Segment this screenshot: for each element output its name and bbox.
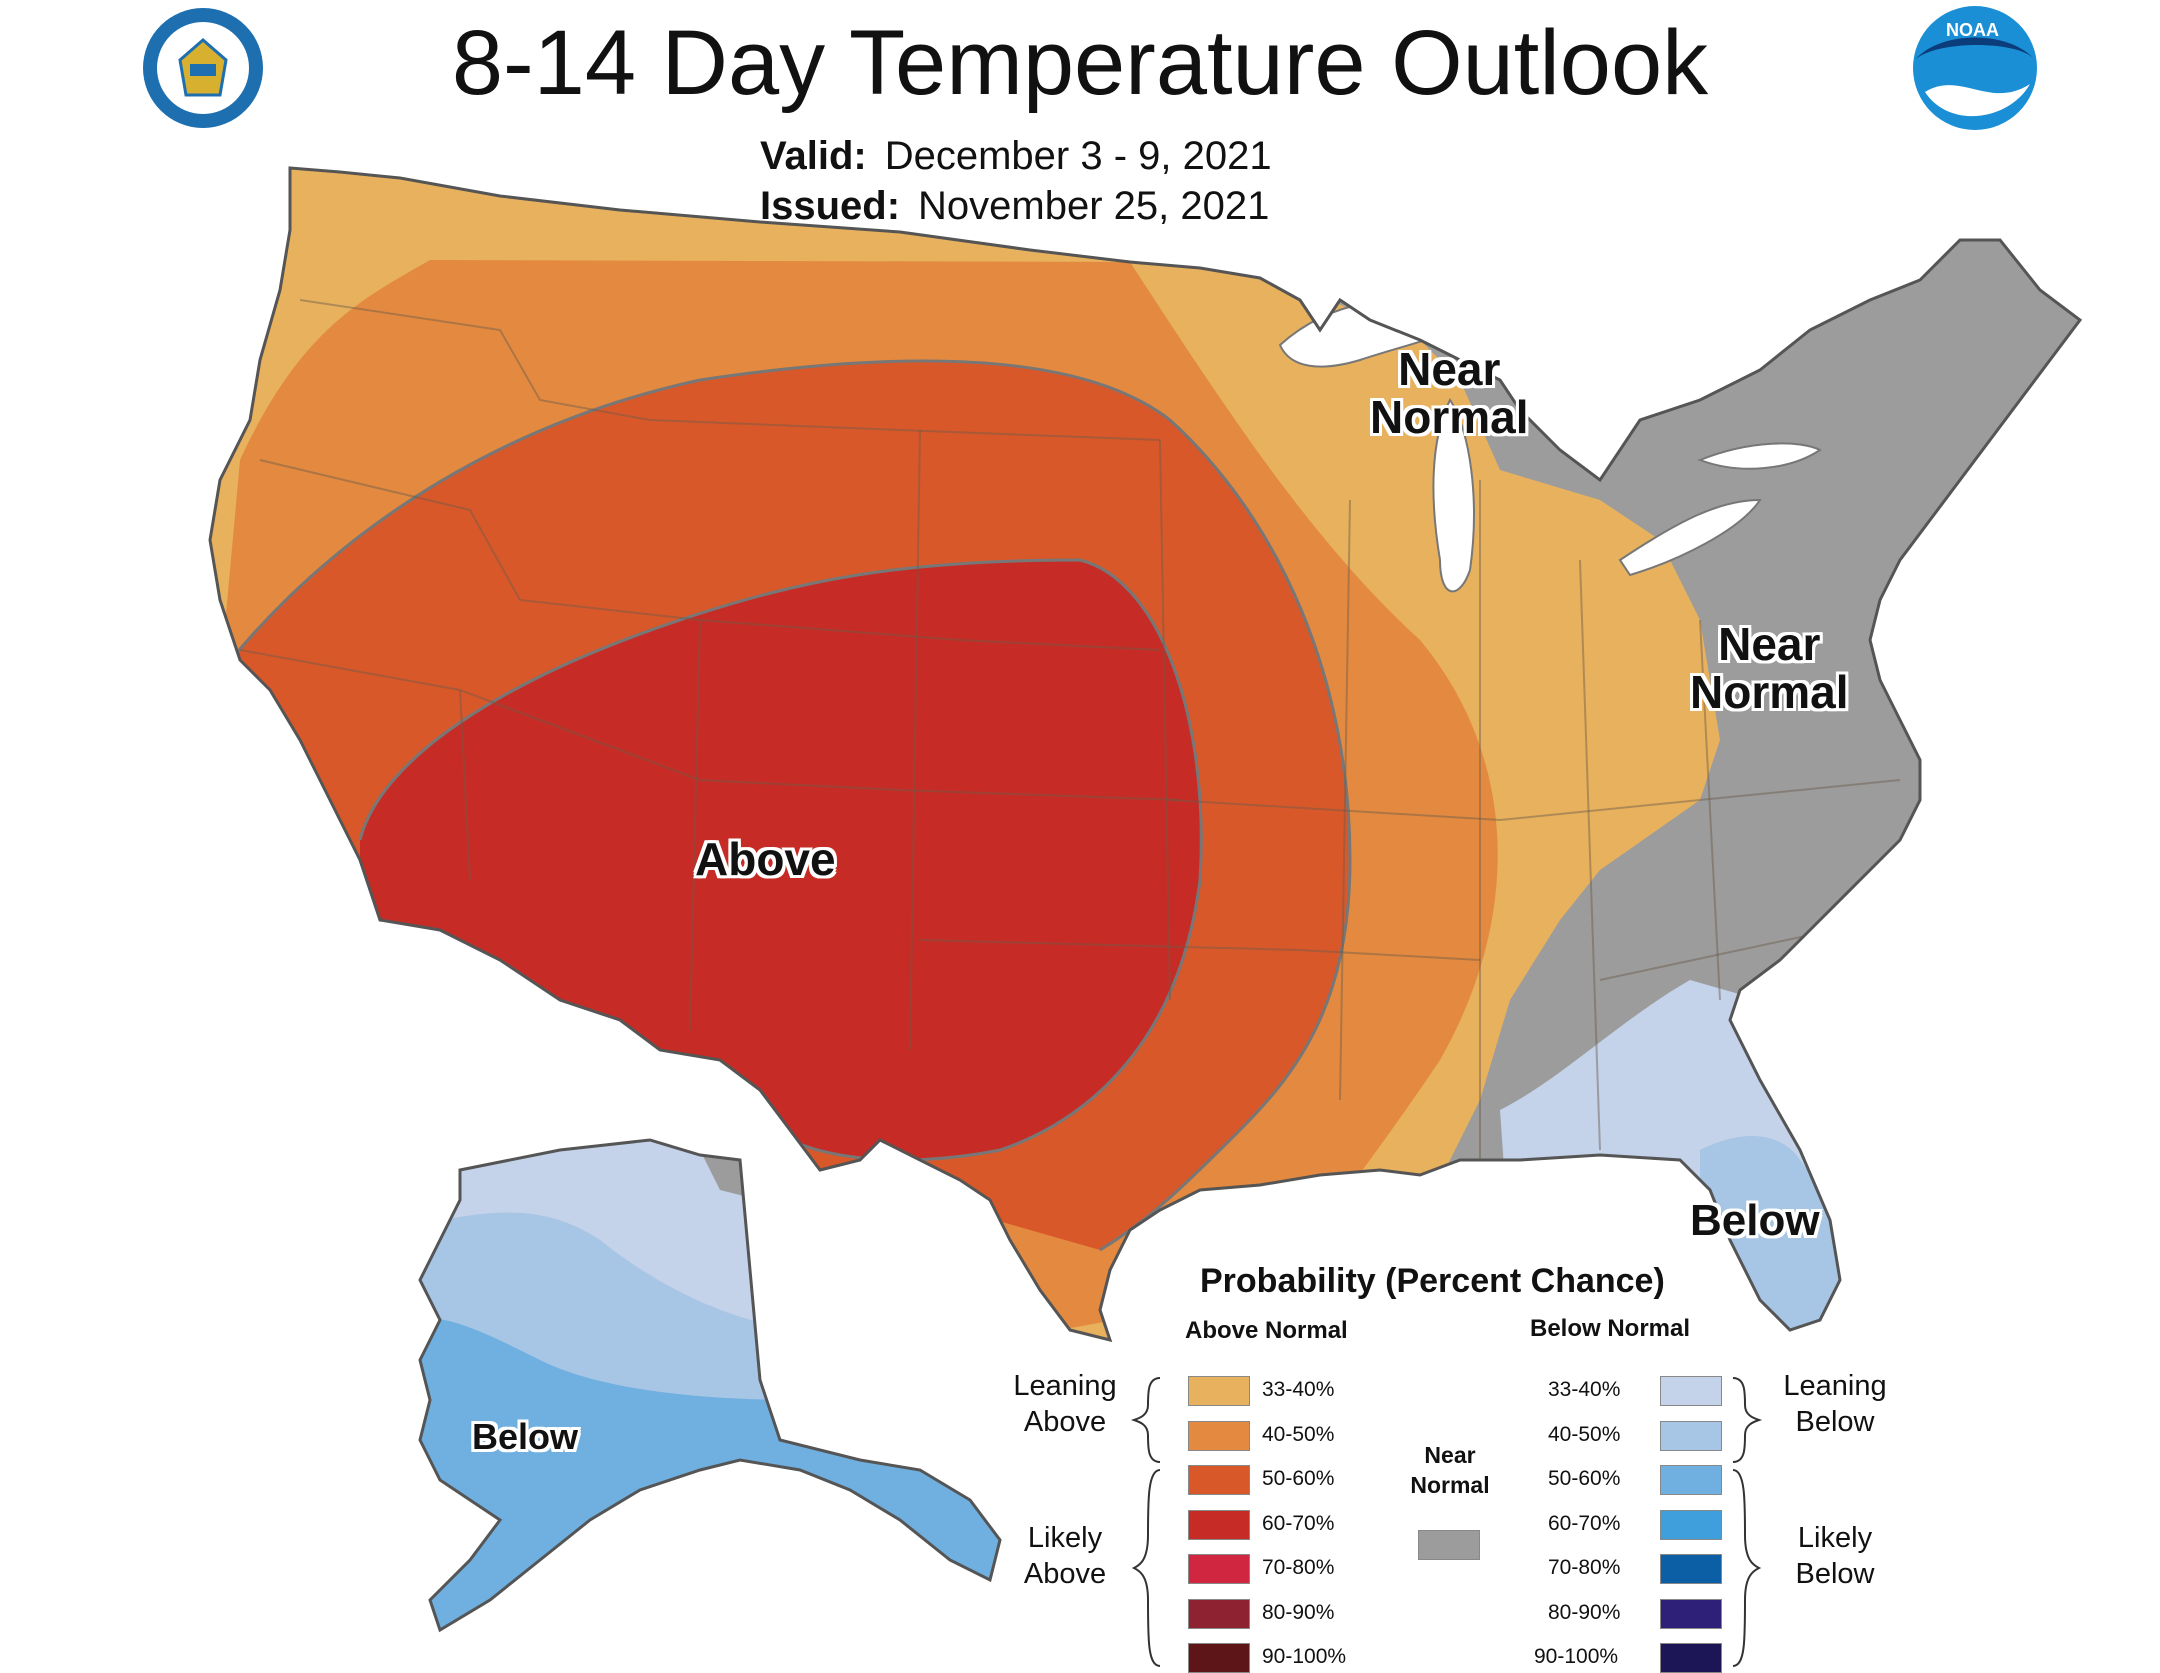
legend-leaning-above: Leaning Above: [1000, 1368, 1130, 1440]
legend-label-above-6: 90-100%: [1262, 1645, 1347, 1668]
legend-likely-above: Likely Above: [1000, 1520, 1130, 1592]
valid-value: December 3 - 9, 2021: [884, 134, 1272, 178]
noaa-logo-text: NOAA: [1946, 20, 1999, 40]
legend-label-above-2: 50-60%: [1262, 1467, 1335, 1490]
legend-label-below-0: 33-40%: [1548, 1378, 1621, 1401]
legend-label-above-0: 33-40%: [1262, 1378, 1335, 1401]
legend-below-header: Below Normal: [1530, 1315, 1691, 1342]
legend-swatch-above-5: [1188, 1598, 1250, 1629]
label-near-normal-east-line2: Normal: [1690, 666, 1849, 719]
legend-leaning-above-line1: Leaning: [1013, 1370, 1117, 1402]
label-near-normal-north: Near Normal: [1370, 345, 1528, 442]
legend-swatch-below-2: [1660, 1465, 1722, 1495]
legend-likely-below-line1: Likely: [1797, 1522, 1873, 1554]
legend-swatch-below-3: [1660, 1509, 1722, 1540]
label-above: Above: [695, 833, 836, 885]
legend-swatch-below-4: [1660, 1554, 1722, 1584]
legend-label-above-4: 70-80%: [1262, 1556, 1335, 1579]
page-title: 8-14 Day Temperature Outlook: [451, 12, 1709, 114]
label-near-normal-north-line2: Normal: [1370, 391, 1529, 444]
legend-swatch-above-1: [1188, 1420, 1250, 1451]
legend-label-below-3: 60-70%: [1548, 1511, 1621, 1535]
legend-label-below-4: 70-80%: [1548, 1556, 1621, 1579]
legend-likely-above-line1: Likely: [1027, 1522, 1103, 1554]
legend-likely-below-line2: Below: [1795, 1558, 1875, 1590]
legend-label-below-2: 50-60%: [1548, 1467, 1621, 1490]
legend-swatch-above-4: [1188, 1554, 1250, 1584]
contour-60: [358, 558, 1203, 1162]
label-near-normal-east: Near Normal: [1690, 620, 1848, 717]
legend-swatch-below-6: [1660, 1643, 1722, 1673]
legend-likely-above-line2: Above: [1023, 1558, 1107, 1590]
legend-leaning-below-line2: Below: [1795, 1406, 1875, 1438]
legend-title: Probability (Percent Chance): [1200, 1262, 1665, 1300]
label-below-florida: Below: [1690, 1196, 1820, 1245]
label-near-normal-east-line1: Near: [1718, 618, 1821, 670]
legend-near-normal: Near Normal: [1390, 1440, 1510, 1500]
commerce-seal-icon: [143, 8, 263, 128]
legend-swatch-near-normal: [1418, 1530, 1480, 1560]
legend-swatch-above-2: [1188, 1465, 1250, 1495]
legend-label-below-1: 40-50%: [1548, 1422, 1621, 1446]
legend-label-above-1: 40-50%: [1262, 1422, 1335, 1446]
valid-label: Valid:: [760, 134, 867, 178]
issued-value: November 25, 2021: [918, 184, 1270, 228]
noaa-logo-icon: [1913, 6, 2037, 130]
legend-near-normal-line1: Near: [1424, 1442, 1476, 1468]
legend-swatch-above-3: [1188, 1509, 1250, 1540]
issued-label: Issued:: [760, 184, 901, 228]
legend-above-header: Above Normal: [1185, 1317, 1348, 1344]
legend-leaning-below: Leaning Below: [1770, 1368, 1900, 1440]
valid-line: Valid: December 3 - 9, 2021: [760, 132, 1272, 180]
legend-swatch-below-0: [1660, 1376, 1722, 1406]
legend-swatch-above-0: [1188, 1376, 1250, 1406]
issued-line: Issued: November 25, 2021: [760, 182, 1269, 230]
label-near-normal-north-line1: Near: [1398, 343, 1501, 395]
label-below-alaska: Below: [472, 1416, 579, 1457]
legend-swatch-above-6: [1188, 1643, 1250, 1673]
legend-leaning-below-line1: Leaning: [1783, 1370, 1887, 1402]
legend-label-below-5: 80-90%: [1548, 1600, 1621, 1624]
legend-likely-below: Likely Below: [1770, 1520, 1900, 1592]
legend-near-normal-line2: Normal: [1410, 1472, 1490, 1498]
legend-swatch-below-5: [1660, 1598, 1722, 1629]
legend-leaning-above-line2: Above: [1023, 1406, 1107, 1438]
legend-swatch-below-1: [1660, 1420, 1722, 1451]
legend-label-above-3: 60-70%: [1262, 1511, 1335, 1535]
legend-label-above-5: 80-90%: [1262, 1600, 1335, 1624]
legend-label-below-6: 90-100%: [1534, 1645, 1619, 1668]
contour-50: [210, 359, 1352, 1252]
state-boundaries: [239, 299, 1901, 1160]
